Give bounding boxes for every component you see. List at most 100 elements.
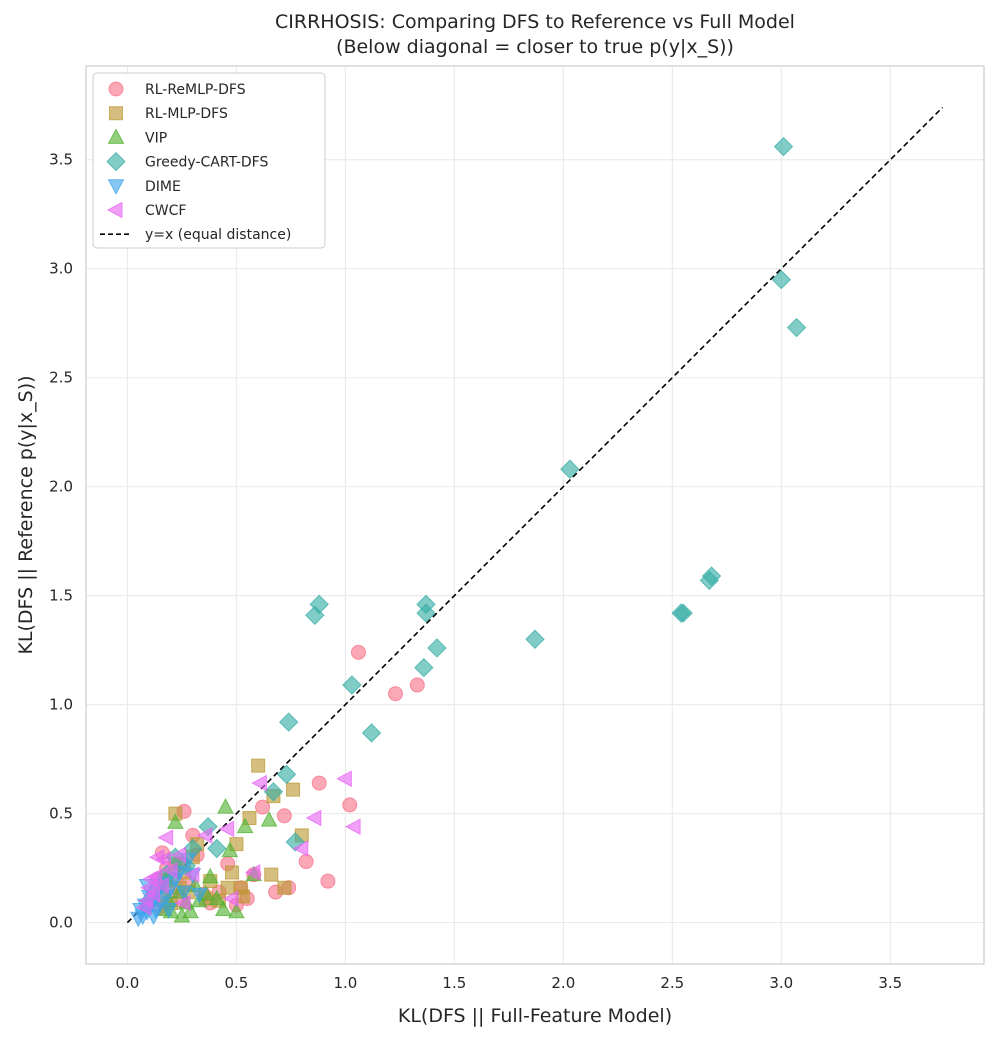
data-point [236,817,254,834]
data-point [342,675,362,695]
legend-label: RL-MLP-DFS [145,106,228,122]
axis-ticks: 0.0 0.5 1.0 1.5 2.0 2.5 3.0 3.5 0.0 0.5 1.0 1.5 2.0 2… [49,151,902,992]
legend-marker [106,201,123,219]
data-point [409,677,425,693]
y-tick-label: 3.0 [49,260,73,278]
data-point [361,723,382,743]
data-point [336,770,352,788]
data-point [208,889,226,906]
data-point [220,880,235,895]
data-point [278,712,299,732]
chart-title-line-1: CIRRHOSIS: Comparing DFS to Reference vs… [275,11,795,33]
y-tick-label: 2.5 [49,369,73,387]
data-point [771,269,792,290]
data-point [305,605,325,625]
data-point [292,840,309,857]
y-tick-label: 3.5 [49,151,73,169]
y-tick-label: 1.5 [49,587,73,605]
x-tick-label: 1.0 [333,974,357,992]
data-points [129,136,807,928]
data-point [170,846,187,864]
data-point [671,603,691,623]
data-point [244,864,261,881]
data-point [160,903,178,919]
data-point [427,638,447,658]
data-point [182,902,199,919]
data-point [260,811,278,827]
legend-marker [107,128,125,144]
legend-label: VIP [145,130,167,146]
y-tick-label: 0.5 [49,805,73,823]
data-point [311,775,327,791]
data-point [276,764,297,785]
legend-box [92,72,326,249]
data-point [320,873,336,889]
data-point [196,827,213,844]
data-point [225,865,240,880]
x-tick-label: 3.0 [769,974,793,992]
data-point [140,879,156,897]
data-point [217,798,234,814]
data-point [277,880,292,895]
y-tick-label: 0.0 [49,914,73,932]
x-tick-label: 0.5 [224,974,248,992]
legend-label: CWCF [145,203,186,219]
x-tick-label: 3.5 [878,974,902,992]
x-tick-label: 2.0 [551,974,575,992]
legend-label: DIME [145,179,181,195]
legend-label: y=x (equal distance) [145,227,291,243]
data-point [345,818,361,836]
data-point [207,838,227,859]
data-point [175,885,193,902]
data-point [201,867,219,884]
data-point [251,758,266,773]
y-axis-label: KL(DFS || Reference p(y|x_S)) [15,375,37,654]
data-point [148,848,165,866]
y-tick-label: 1.0 [49,696,73,714]
series-greedy-cart-dfs [139,136,807,911]
data-point [167,813,184,829]
data-point [298,854,314,870]
data-point [286,782,301,797]
legend-marker [108,81,124,97]
data-point [173,906,191,923]
legend-marker [107,179,125,195]
plot-frame [85,65,985,965]
data-point [786,317,807,338]
data-point [191,887,208,904]
data-point [222,890,239,907]
data-point [255,799,271,815]
data-point [305,809,322,827]
series-cwcf [135,770,361,916]
data-point [251,774,267,792]
data-point [183,866,200,883]
data-point [157,829,174,846]
data-point [214,900,232,917]
data-point [135,898,152,916]
chart-title-line-2: (Below diagonal = closer to true p(y|x_S… [336,36,734,58]
y-tick-label: 2.0 [49,478,73,496]
x-axis-label: KL(DFS || Full-Feature Model) [398,1005,672,1027]
legend-marker [109,106,123,121]
legend: RL-ReMLP-DFS RL-MLP-DFS VIP Greedy-CART-DFS… [92,72,326,249]
data-point [263,782,284,802]
legend-marker [106,151,126,172]
x-tick-label: 0.0 [115,974,139,992]
data-point [560,459,580,479]
x-tick-label: 1.5 [442,974,466,992]
data-point [350,644,366,660]
data-point [221,841,239,858]
data-point [342,797,358,813]
data-point [414,657,434,678]
data-point [276,808,292,824]
data-point [525,629,545,649]
data-point [228,902,245,919]
data-point [129,911,147,928]
data-point [264,867,279,882]
data-point [416,603,436,623]
legend-label: Greedy-CART-DFS [145,155,268,171]
legend-label: RL-ReMLP-DFS [145,82,246,98]
data-point [773,136,794,157]
data-point [218,820,235,838]
